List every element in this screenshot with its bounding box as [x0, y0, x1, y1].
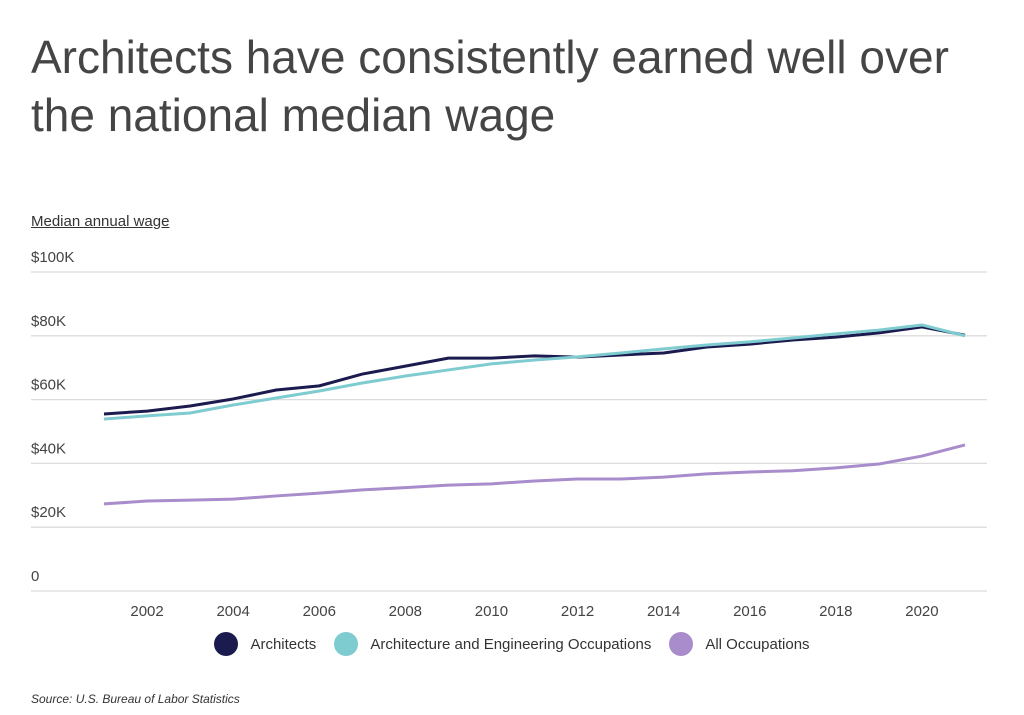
legend-label: All Occupations [705, 635, 810, 653]
y-tick-label: $40K [31, 440, 66, 457]
y-tick-label: $100K [31, 249, 74, 266]
x-tick-label: 2002 [130, 603, 163, 620]
source-note: Source: U.S. Bureau of Labor Statistics [31, 692, 240, 706]
x-tick-label: 2006 [303, 603, 336, 620]
legend-label: Architecture and Engineering Occupations [370, 635, 652, 653]
y-tick-label: $80K [31, 313, 66, 330]
legend: Architects Architecture and Engineering O… [0, 632, 1024, 656]
chart-title: Architects have consistently earned well… [31, 31, 949, 141]
x-tick-label: 2004 [216, 603, 249, 620]
series-line-all-occupations [103, 443, 966, 506]
series-line-architecture-and-engineering-occupations [103, 323, 966, 421]
legend-item: All Occupations [669, 632, 810, 656]
legend-item: Architecture and Engineering Occupations [334, 632, 651, 656]
legend-swatch [334, 632, 359, 656]
y-tick-label: $20K [31, 504, 66, 521]
series-line-architects [103, 325, 966, 416]
legend-swatch [214, 632, 239, 656]
y-tick-label: 0 [31, 568, 39, 585]
x-tick-label: 2010 [475, 603, 508, 620]
x-tick-label: 2008 [389, 603, 422, 620]
legend-item: Architects [214, 632, 316, 656]
y-axis-label: Median annual wage [31, 213, 170, 230]
y-tick-label: $60K [31, 377, 66, 394]
x-tick-label: 2016 [733, 603, 766, 620]
x-tick-label: 2014 [647, 603, 680, 620]
legend-swatch [669, 632, 694, 656]
x-tick-label: 2012 [561, 603, 594, 620]
x-tick-label: 2018 [819, 603, 852, 620]
legend-label: Architects [250, 635, 317, 653]
x-tick-label: 2020 [905, 603, 938, 620]
